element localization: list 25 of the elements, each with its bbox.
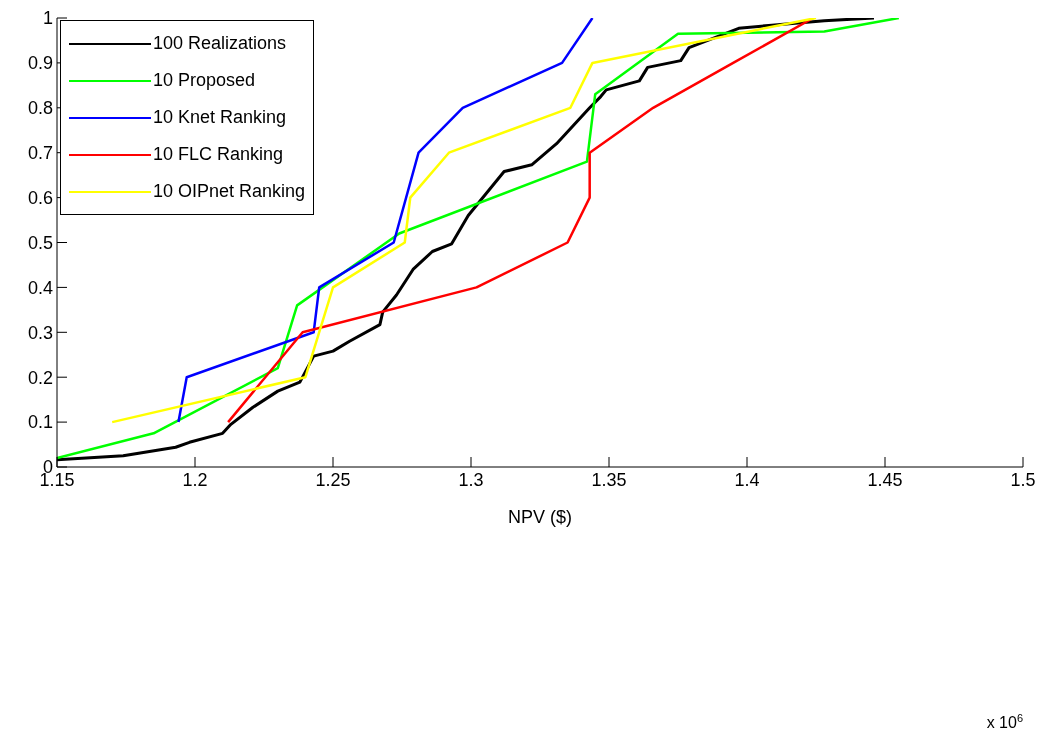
legend-label: 10 FLC Ranking (153, 144, 284, 165)
x-tick-label: 1.45 (867, 469, 903, 490)
y-tick-label: 0.1 (27, 412, 53, 433)
x-tick-label: 1.25 (315, 469, 351, 490)
legend-label: 100 Realizations (153, 33, 287, 54)
y-tick-label: 0.7 (27, 143, 53, 164)
x-tick-label: 1.35 (591, 469, 627, 490)
y-tick-label: 0.9 (27, 53, 53, 74)
x-tick-label: 1.4 (734, 469, 760, 490)
y-tick-label: 0.6 (27, 187, 53, 208)
line-series (110, 18, 818, 424)
x-tick-label: 1.5 (1010, 469, 1036, 490)
y-tick-label: 0.3 (27, 322, 53, 343)
y-tick-label: 0.4 (27, 277, 53, 298)
x-axis-title: NPV ($) (507, 507, 573, 527)
text: x 10$^{6}$ (986, 712, 1023, 731)
legend-label: 10 Knet Ranking (153, 107, 287, 128)
legend-label: 10 OIPnet Ranking (153, 181, 306, 202)
y-tick-label: 1 (42, 8, 53, 29)
y-tick-label: 0.5 (27, 232, 53, 253)
y-tick-label: 0.8 (27, 98, 53, 119)
x-tick-label: 1.2 (182, 469, 208, 490)
y-tick-label: 0.2 (27, 367, 53, 388)
legend-label: 10 Proposed (153, 70, 256, 91)
x-tick-label: 1.3 (458, 469, 484, 490)
